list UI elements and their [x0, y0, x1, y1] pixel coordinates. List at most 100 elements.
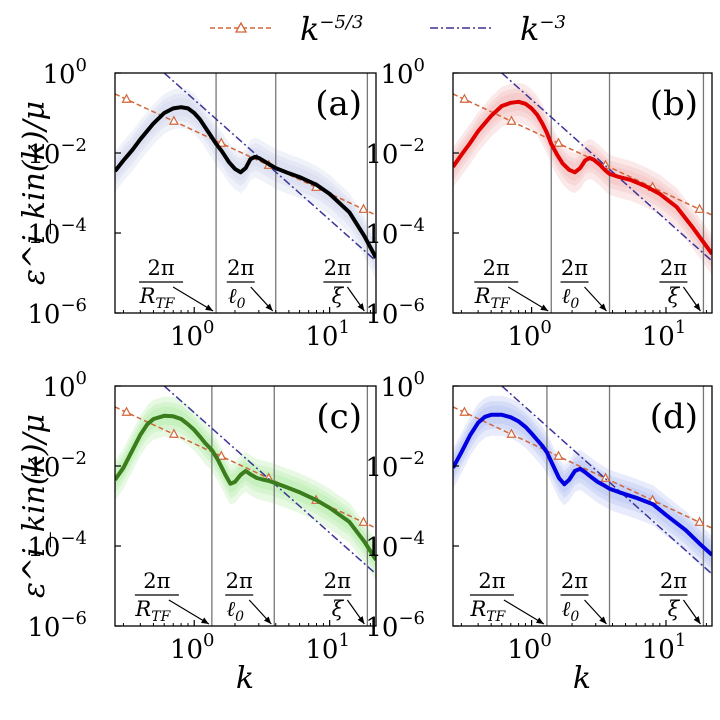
arrow-head [540, 304, 549, 311]
annotation-0: 2π RTF [134, 569, 210, 625]
annotation-denominator: RTF [474, 284, 511, 312]
ref-k3-line [163, 73, 376, 262]
x-tick-label: 101 [642, 630, 687, 665]
ref-k53-marker [694, 203, 705, 213]
annotation-denominator: ℓ0 [562, 284, 580, 312]
panel-label: (a) [315, 84, 362, 124]
annotation-2: 2π ξ [323, 256, 365, 312]
y-tick-label: 100 [42, 55, 87, 90]
ref-k53-marker [506, 428, 517, 438]
arrow-head [599, 616, 607, 624]
ref-k53-marker [553, 450, 564, 460]
annotation-numerator: 2π [147, 256, 174, 280]
arrow-head [693, 616, 701, 624]
plot-frame [114, 72, 377, 314]
x-axis-label: k [573, 661, 591, 696]
y-tick-label: 10−4 [27, 528, 87, 563]
y-tick-label: 10−4 [27, 215, 87, 250]
x-tick-label: 101 [642, 317, 687, 352]
x-tick-label: 101 [305, 317, 350, 352]
annotation-2: 2π ξ [323, 569, 365, 625]
arrow-head [536, 617, 544, 624]
y-tick-label: 10−2 [27, 448, 87, 483]
mean-spectrum-line [453, 99, 712, 256]
annotation-denominator: ℓ0 [226, 597, 244, 625]
y-tick-label: 100 [42, 368, 87, 403]
ref-k3-line [501, 386, 712, 575]
annotation-denominator: ξ [332, 597, 345, 621]
y-tick-label: 10−2 [27, 135, 87, 170]
y-tick-label: 10−6 [27, 295, 87, 330]
annotation-denominator: RTF [134, 597, 171, 625]
y-tick-label: 10−4 [365, 215, 425, 250]
mean-spectrum-line [453, 412, 712, 557]
ensemble-band [453, 82, 712, 275]
annotation-numerator: 2π [561, 256, 588, 280]
ref-k53-marker [216, 137, 227, 147]
mean-spectrum-line [115, 413, 376, 561]
ref-k53-marker [168, 115, 179, 125]
ref-k53-marker [358, 516, 369, 526]
annotation-arrow [503, 599, 545, 625]
annotation-arrow [507, 286, 549, 312]
ref-k53-marker [553, 137, 564, 147]
annotation-numerator: 2π [483, 256, 510, 280]
annotation-0: 2π RTF [469, 569, 545, 625]
y-tick-label: 10−2 [365, 135, 425, 170]
legend-k53-label: k−5/3 [300, 10, 363, 48]
annotation-denominator: ξ [668, 284, 681, 308]
annotation-denominator: ℓ0 [228, 284, 246, 312]
arrow-head [200, 617, 209, 624]
band-layer [115, 88, 376, 279]
ref-k53-marker [216, 450, 227, 460]
annotation-denominator: ξ [332, 284, 345, 308]
arrow-head [357, 303, 365, 311]
x-tick-label: 100 [170, 317, 215, 352]
annotation-arrow [172, 286, 214, 312]
band-layer [453, 401, 712, 569]
y-tick-label: 10−2 [365, 448, 425, 483]
ref-k53-marker [121, 406, 132, 416]
band-layer [115, 396, 376, 581]
annotation-numerator: 2π [227, 256, 254, 280]
band-layer [453, 395, 712, 576]
y-axis-label: ε^i_kin(k)/μ [17, 101, 52, 285]
annotation-numerator: 2π [324, 569, 351, 593]
x-tick-label: 100 [170, 630, 215, 665]
panel-label: (b) [650, 84, 698, 124]
panel-label: (c) [316, 397, 362, 437]
annotation-denominator: ξ [668, 597, 681, 621]
y-tick-label: 10−6 [27, 608, 87, 643]
x-tick-label: 100 [507, 630, 552, 665]
ref-k53-marker [168, 428, 179, 438]
annotation-numerator: 2π [660, 256, 687, 280]
arrow-head [693, 303, 701, 311]
annotation-numerator: 2π [478, 569, 505, 593]
x-tick-label: 100 [507, 317, 552, 352]
annotation-numerator: 2π [226, 569, 253, 593]
ref-k3-line [163, 386, 376, 575]
band-layer [115, 97, 376, 267]
plot-frame [114, 385, 377, 627]
annotation-numerator: 2π [324, 256, 351, 280]
y-tick-label: 10−6 [365, 295, 425, 330]
annotation-0: 2π RTF [474, 256, 549, 312]
ref-k53-marker [600, 472, 611, 482]
band-layer [453, 82, 712, 275]
arrow-head [599, 303, 607, 311]
annotation-2: 2π ξ [659, 569, 701, 625]
ref-k53-marker [506, 115, 517, 125]
band-layer [453, 88, 712, 268]
axis-labels: k k ε^i_kin(k)/μ ε^i_kin(k)/μ [17, 101, 591, 696]
y-tick-label: 100 [380, 55, 425, 90]
arrow-head [263, 616, 272, 624]
arrow-head [205, 304, 214, 311]
